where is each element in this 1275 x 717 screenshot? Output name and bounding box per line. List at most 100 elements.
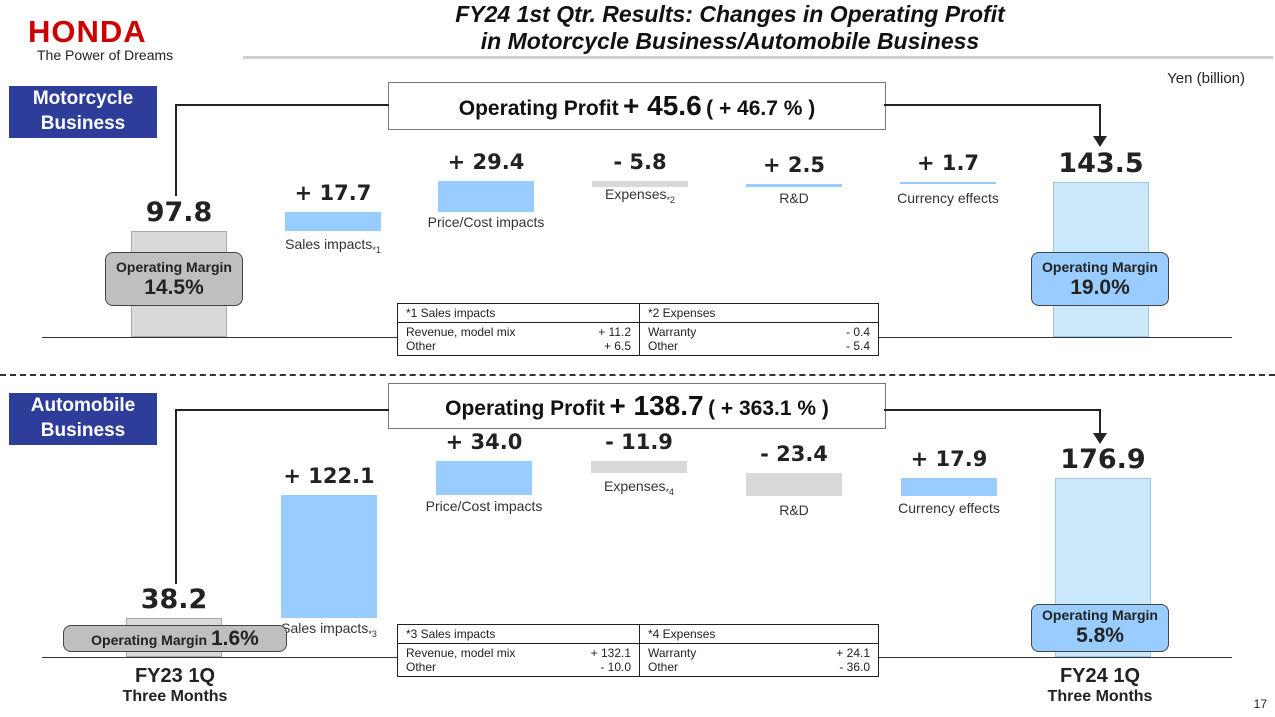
footnote-value: - 10.0	[600, 660, 631, 674]
value-label-fy24: 176.9	[1060, 444, 1146, 476]
section-divider	[0, 374, 1275, 376]
x-label-fy23-period: FY23 1Q	[134, 665, 216, 687]
category-label: Sales impacts*3	[281, 620, 377, 639]
connector-right-horizontal	[884, 104, 1100, 106]
arrow-down-icon	[1093, 136, 1107, 147]
operating-margin-fy24: Operating Margin 19.0%	[1031, 252, 1169, 306]
bar-step	[592, 180, 688, 187]
page-title-line1: FY24 1st Qtr. Results: Changes in Operat…	[455, 1, 1005, 27]
operating-profit-box-motorcycle: Operating Profit + 45.6 ( + 46.7 % )	[388, 82, 886, 130]
op-change: + 45.6	[623, 90, 702, 121]
connector-left-vertical	[175, 104, 177, 196]
bar-step	[591, 460, 687, 473]
footnote-name: Other	[406, 339, 437, 353]
footnote-value: + 132.1	[590, 646, 631, 660]
value-label-step: + 122.1	[283, 464, 375, 489]
footnote-cell: Warranty + 24.1 Other - 36.0	[639, 643, 879, 677]
category-label: Price/Cost impacts	[425, 498, 543, 514]
value-label-step: + 17.9	[910, 447, 988, 472]
margin-value: 5.8%	[1076, 624, 1124, 647]
footnote-name: Other	[648, 339, 679, 353]
footnote-marker: *3	[368, 628, 377, 639]
footnote-table-motorcycle: *1 Sales impacts *2 Expenses Revenue, mo…	[397, 303, 879, 356]
footnote-row: Warranty - 0.4	[648, 325, 870, 339]
value-label-step: - 23.4	[760, 441, 828, 466]
footnote-row: Revenue, model mix + 11.2	[406, 325, 631, 339]
operating-margin-fy23: Operating Margin 14.5%	[105, 252, 243, 306]
footnote-title: *3 Sales impacts	[397, 624, 640, 644]
x-label-fy23-sub: Three Months	[122, 688, 228, 705]
value-label-step: + 34.0	[445, 429, 523, 454]
value-label-fy24: 143.5	[1058, 148, 1144, 180]
category-label: Expenses*2	[605, 186, 675, 205]
footnote-row: Other - 36.0	[648, 660, 870, 674]
logo-tagline: The Power of Dreams	[37, 47, 174, 63]
bar-step	[746, 472, 842, 497]
x-label-fy23: FY23 1Q Three Months	[95, 665, 255, 707]
connector-right-vertical	[1099, 104, 1101, 138]
category-label: R&D	[779, 190, 809, 206]
footnote-marker: *4	[665, 486, 674, 497]
footnote-row: Other - 10.0	[406, 660, 631, 674]
section-tag-motorcycle-line2: Business	[40, 113, 126, 134]
footnote-title: *4 Expenses	[639, 624, 879, 644]
margin-value: 19.0%	[1070, 276, 1130, 299]
footnote-row: Revenue, model mix + 132.1	[406, 646, 631, 660]
bar-step	[901, 478, 997, 497]
footnote-name: Warranty	[648, 325, 697, 339]
operating-margin-fy24: Operating Margin 5.8%	[1031, 604, 1169, 652]
section-tag-automobile-line1: Automobile	[30, 395, 136, 416]
section-tag-motorcycle: Motorcycle Business	[9, 86, 157, 138]
operating-margin-fy23: Operating Margin 1.6%	[63, 625, 287, 652]
unit-label: Yen (billion)	[1167, 70, 1245, 87]
footnote-name: Revenue, model mix	[406, 325, 516, 339]
footnote-marker: *1	[372, 244, 381, 255]
bar-step	[281, 495, 377, 619]
footnote-value: + 11.2	[598, 325, 631, 339]
footnote-name: Revenue, model mix	[406, 646, 516, 660]
category-label: Currency effects	[897, 190, 999, 206]
margin-label: Operating Margin	[1042, 607, 1158, 623]
value-label-step: - 5.8	[613, 149, 667, 174]
x-label-fy24-period: FY24 1Q	[1059, 665, 1141, 687]
op-change-pct: ( + 363.1 % )	[708, 397, 829, 420]
bar-step	[438, 180, 534, 213]
footnote-value: - 36.0	[839, 660, 870, 674]
footnote-name: Other	[406, 660, 437, 674]
category-label: Sales impacts*1	[285, 236, 381, 255]
connector-left-vertical	[175, 409, 177, 584]
page-title-line2: in Motorcycle Business/Automobile Busine…	[480, 28, 980, 54]
footnote-row: Other - 5.4	[648, 339, 870, 353]
footnote-title: *2 Expenses	[639, 303, 879, 323]
section-tag-automobile: Automobile Business	[9, 393, 157, 445]
op-label: Operating Profit	[458, 97, 619, 120]
op-change: + 138.7	[609, 390, 704, 421]
bar-step	[436, 460, 532, 496]
category-label: Expenses*4	[604, 478, 674, 497]
footnote-title: *1 Sales impacts	[397, 303, 640, 323]
connector-right-horizontal	[884, 409, 1100, 411]
category-label: Price/Cost impacts	[427, 214, 545, 230]
footnote-table-automobile: *3 Sales impacts *4 Expenses Revenue, mo…	[397, 624, 879, 677]
footnote-name: Other	[648, 660, 679, 674]
value-label-step: + 1.7	[916, 151, 980, 176]
footnote-row: Other + 6.5	[406, 339, 631, 353]
footnote-value: + 24.1	[836, 646, 870, 660]
bar-step	[900, 182, 996, 185]
category-label: R&D	[779, 502, 809, 518]
margin-value: 14.5%	[144, 276, 204, 299]
page-number: 17	[1253, 697, 1267, 711]
footnote-marker: *2	[666, 194, 675, 205]
connector-right-vertical	[1099, 409, 1101, 435]
margin-label: Operating Margin	[116, 259, 232, 275]
margin-label: Operating Margin	[1042, 259, 1158, 275]
value-label-step: + 17.7	[294, 181, 372, 206]
category-label: Currency effects	[898, 500, 1000, 516]
op-label: Operating Profit	[445, 397, 605, 420]
connector-left-horizontal	[175, 104, 389, 106]
footnote-value: + 6.5	[603, 339, 631, 353]
footnote-name: Warranty	[648, 646, 697, 660]
footnote-cell: Revenue, model mix + 11.2 Other + 6.5	[397, 322, 640, 356]
footnote-value: - 0.4	[845, 325, 870, 339]
x-label-fy24: FY24 1Q Three Months	[1020, 665, 1180, 707]
